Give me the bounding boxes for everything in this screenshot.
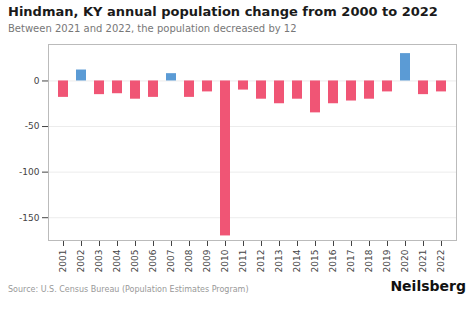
svg-text:2004: 2004 xyxy=(112,249,122,272)
html-text:Between 2021 and 2022, the pop: Between 2021 and 2022, the population de… xyxy=(8,23,297,34)
svg-text:-50: -50 xyxy=(25,121,40,131)
svg-text:2022: 2022 xyxy=(436,250,446,273)
svg-text:2020: 2020 xyxy=(400,249,410,272)
svg-text:2016: 2016 xyxy=(328,249,338,272)
svg-text:2002: 2002 xyxy=(76,250,86,273)
svg-text:0: 0 xyxy=(34,76,40,86)
svg-text:-150: -150 xyxy=(19,213,40,223)
svg-text:2007: 2007 xyxy=(166,250,176,273)
svg-text:2017: 2017 xyxy=(346,250,356,273)
svg-text:2019: 2019 xyxy=(382,249,392,272)
svg-text:2006: 2006 xyxy=(148,249,158,272)
svg-text:2015: 2015 xyxy=(310,250,320,273)
svg-text:2011: 2011 xyxy=(238,250,248,273)
svg-text:2012: 2012 xyxy=(256,250,266,273)
svg-text:2014: 2014 xyxy=(292,249,302,272)
html-text:Hindman, KY annual population: Hindman, KY annual population change fro… xyxy=(8,4,438,19)
svg-text:2008: 2008 xyxy=(184,249,194,272)
svg-text:2021: 2021 xyxy=(418,250,428,273)
svg-text:2010: 2010 xyxy=(220,249,230,272)
svg-text:2009: 2009 xyxy=(202,249,212,272)
svg-text:2001: 2001 xyxy=(58,250,68,273)
svg-text:2005: 2005 xyxy=(130,250,140,273)
html-text:Source: U.S. Census Bureau (Po: Source: U.S. Census Bureau (Population E… xyxy=(8,285,249,294)
svg-text:2013: 2013 xyxy=(274,250,284,273)
svg-text:-100: -100 xyxy=(19,167,40,177)
html-text:Neilsberg: Neilsberg xyxy=(390,278,466,294)
svg-text:2018: 2018 xyxy=(364,249,374,272)
svg-text:2003: 2003 xyxy=(94,250,104,273)
